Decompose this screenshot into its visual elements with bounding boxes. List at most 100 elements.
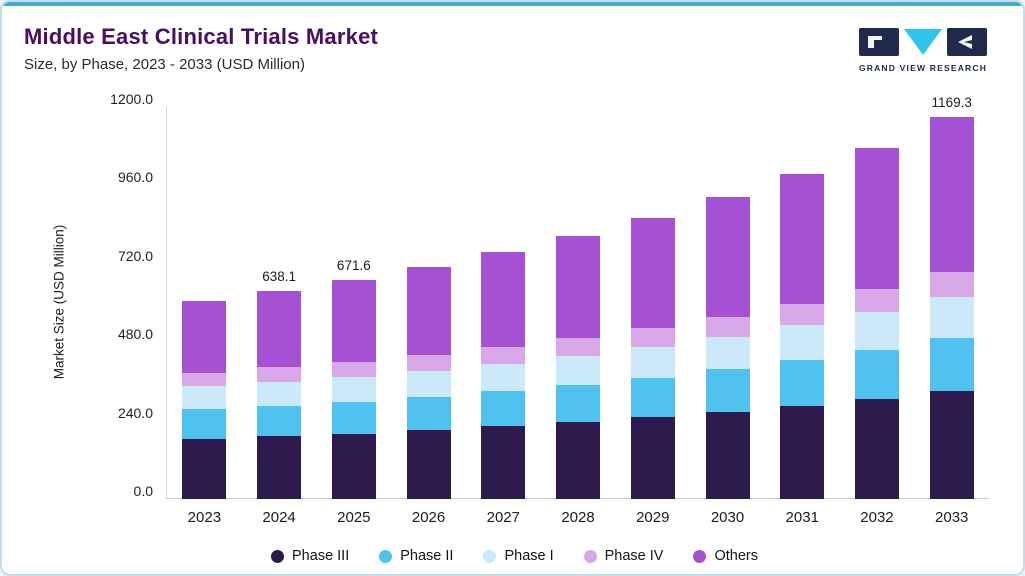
bar-segment-phase-ii[interactable] xyxy=(780,360,825,406)
bar-segment-others[interactable] xyxy=(257,290,302,368)
logo-triangle-icon xyxy=(904,29,942,55)
bar-segment-phase-i[interactable] xyxy=(182,386,227,410)
legend-label: Phase IV xyxy=(604,548,664,564)
bar-segment-phase-ii[interactable] xyxy=(556,384,601,423)
bar-segment-phase-iii[interactable] xyxy=(331,433,376,499)
legend-item-phase-iii[interactable]: Phase III xyxy=(271,548,349,564)
y-axis-title: Market Size (USD Million) xyxy=(51,224,67,380)
bar-segment-phase-ii[interactable] xyxy=(331,401,376,434)
bar-segment-phase-ii[interactable] xyxy=(406,396,451,431)
bar-segment-phase-iv[interactable] xyxy=(630,328,675,347)
bar-stack[interactable] xyxy=(854,147,899,499)
bar-segment-phase-ii[interactable] xyxy=(630,377,675,418)
bar-segment-others[interactable] xyxy=(406,267,451,355)
bar-segment-phase-i[interactable] xyxy=(481,363,526,392)
bar-segment-phase-i[interactable] xyxy=(854,312,899,350)
bar-segment-phase-ii[interactable] xyxy=(705,369,750,412)
bar-segment-phase-ii[interactable] xyxy=(182,409,227,439)
bar-segment-phase-ii[interactable] xyxy=(929,337,974,391)
bar-segment-phase-iv[interactable] xyxy=(556,337,601,356)
x-tick-label: 2023 xyxy=(187,509,222,526)
bar-stack[interactable] xyxy=(331,279,376,499)
x-tick-label: 2025 xyxy=(337,509,371,526)
bar-segment-phase-iii[interactable] xyxy=(854,398,899,499)
legend-swatch-icon xyxy=(271,549,285,563)
bar-segment-phase-i[interactable] xyxy=(406,370,451,397)
bar-segment-phase-iv[interactable] xyxy=(257,367,302,382)
logo-text: GRAND VIEW RESEARCH xyxy=(858,63,988,73)
bar-segment-phase-iii[interactable] xyxy=(182,438,227,499)
bar-segment-phase-iii[interactable] xyxy=(705,411,750,499)
x-tick-label: 2033 xyxy=(935,509,969,526)
bar-segment-phase-iii[interactable] xyxy=(481,426,526,499)
bar-value-label: 671.6 xyxy=(336,257,371,273)
bar-segment-phase-iv[interactable] xyxy=(481,347,526,364)
bar-segment-phase-iii[interactable] xyxy=(630,417,675,499)
bar-segment-phase-i[interactable] xyxy=(630,346,675,378)
legend-swatch-icon xyxy=(693,549,707,563)
bar-segment-phase-i[interactable] xyxy=(780,325,825,361)
bar-group-2029: 2029 xyxy=(615,107,690,526)
bar-segment-others[interactable] xyxy=(929,117,974,273)
bar-segment-others[interactable] xyxy=(556,236,601,338)
legend-item-others[interactable]: Others xyxy=(693,548,758,564)
bar-segment-phase-iv[interactable] xyxy=(331,361,376,377)
bar-segment-phase-i[interactable] xyxy=(331,376,376,402)
bar-segment-phase-ii[interactable] xyxy=(854,349,899,399)
bar-segment-phase-iv[interactable] xyxy=(705,316,750,337)
legend-item-phase-iv[interactable]: Phase IV xyxy=(583,548,664,564)
bar-segment-phase-iv[interactable] xyxy=(929,272,974,298)
bar-stack[interactable] xyxy=(406,267,451,499)
bar-segment-phase-iii[interactable] xyxy=(257,436,302,499)
top-accent-bar xyxy=(2,2,1023,6)
x-tick-label: 2030 xyxy=(710,509,745,526)
bar-segment-phase-iii[interactable] xyxy=(406,430,451,499)
logo-left-square-icon xyxy=(859,28,899,56)
bar-segment-phase-i[interactable] xyxy=(929,297,974,338)
bar-segment-phase-iv[interactable] xyxy=(406,354,451,371)
bar-stack[interactable] xyxy=(780,174,825,499)
bar-stack[interactable] xyxy=(630,218,675,499)
bar-stack[interactable] xyxy=(929,117,974,499)
bar-value-label: 638.1 xyxy=(262,268,296,284)
bar-segment-others[interactable] xyxy=(854,147,899,290)
bar-group-2025: 671.6 2025 xyxy=(316,107,391,526)
bar-cells: 2023 638.1 2024 671.6 2025 2026 2027 2028 2029 20… xyxy=(167,95,989,526)
bar-segment-others[interactable] xyxy=(331,279,376,362)
bar-segment-others[interactable] xyxy=(780,174,825,304)
legend-item-phase-i[interactable]: Phase I xyxy=(483,548,554,564)
bar-group-2023: 2023 xyxy=(167,107,242,526)
bar-stack[interactable] xyxy=(556,236,601,499)
bar-segment-phase-i[interactable] xyxy=(257,381,302,406)
chart-header: Middle East Clinical Trials Market Size,… xyxy=(24,24,378,73)
bar-segment-phase-ii[interactable] xyxy=(257,405,302,437)
legend-item-phase-ii[interactable]: Phase II xyxy=(379,548,453,564)
bar-segment-phase-iv[interactable] xyxy=(182,372,227,387)
bar-segment-phase-iii[interactable] xyxy=(780,405,825,499)
bar-stack[interactable] xyxy=(705,196,750,499)
plot-area: 0.0 240.0 480.0 720.0 960.0 1200.0 2023 638.1 20… xyxy=(110,91,989,526)
bar-segment-others[interactable] xyxy=(630,218,675,329)
bar-stack[interactable] xyxy=(182,301,227,499)
y-tick-label: 480.0 xyxy=(117,326,153,343)
bar-stack[interactable] xyxy=(257,290,302,499)
y-tick-label: 720.0 xyxy=(117,247,153,264)
bar-segment-phase-iii[interactable] xyxy=(929,390,974,499)
bar-stack[interactable] xyxy=(481,252,526,499)
bar-group-2033: 1169.3 2033 xyxy=(914,95,989,526)
bar-segment-phase-ii[interactable] xyxy=(481,391,526,427)
x-tick-label: 2027 xyxy=(486,509,520,526)
bar-segment-phase-iv[interactable] xyxy=(854,289,899,313)
bar-segment-phase-i[interactable] xyxy=(556,355,601,385)
grand-view-research-logo: GRAND VIEW RESEARCH xyxy=(849,28,997,73)
bar-segment-phase-i[interactable] xyxy=(705,336,750,370)
bar-segment-phase-iii[interactable] xyxy=(556,422,601,499)
bar-segment-others[interactable] xyxy=(481,252,526,348)
legend-label: Phase II xyxy=(400,548,454,564)
bar-segment-others[interactable] xyxy=(705,196,750,317)
bar-segment-others[interactable] xyxy=(182,301,227,373)
bar-group-2027: 2027 xyxy=(466,107,541,526)
bar-segment-phase-iv[interactable] xyxy=(780,304,825,326)
